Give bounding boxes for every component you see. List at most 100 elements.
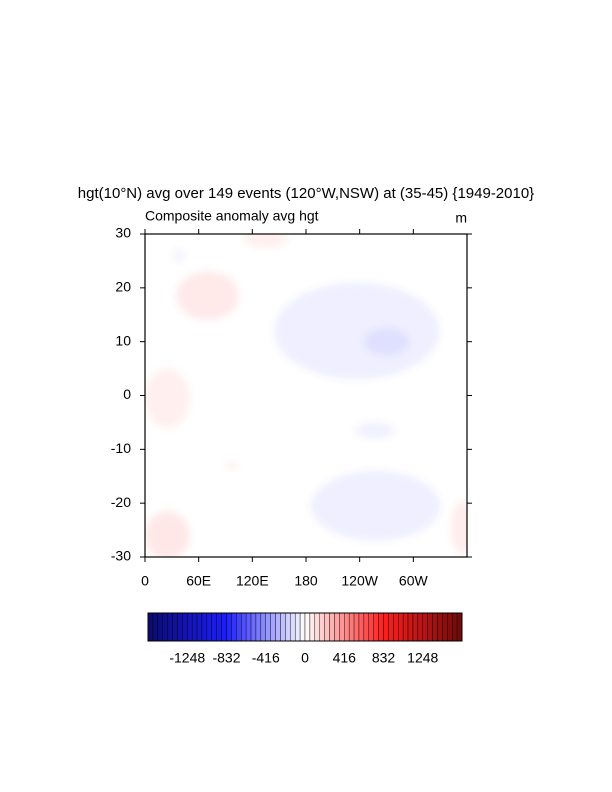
colorbar-box: [250, 612, 257, 642]
colorbar-box: [270, 612, 276, 642]
y-tick-label: 10: [115, 332, 131, 348]
colorbar-box: [290, 612, 296, 642]
colorbar-box: [319, 612, 325, 642]
subtitle-right: m: [455, 210, 467, 226]
colorbar-label: 416: [333, 650, 357, 666]
colorbar-box: [275, 612, 281, 642]
colorbar-box: [324, 612, 330, 642]
colorbar-label: 1248: [407, 650, 438, 666]
colorbar-box: [388, 612, 394, 642]
colorbar-box: [437, 612, 443, 642]
y-tick-label: -20: [111, 494, 131, 510]
colorbar-label: 0: [301, 650, 309, 666]
colorbar-box: [201, 612, 208, 642]
y-tick-label: -30: [111, 548, 131, 564]
colorbar-box: [294, 612, 301, 642]
colorbar-box: [456, 612, 463, 642]
colorbar-box: [191, 612, 198, 642]
colorbar-box: [236, 612, 242, 642]
colorbar-box: [221, 612, 227, 642]
anomaly-patch: [172, 248, 186, 263]
anomaly-patch: [243, 234, 289, 248]
colorbar-box: [167, 612, 173, 642]
anomaly-patch: [310, 470, 441, 541]
colorbar-box: [451, 612, 458, 642]
anomaly-patch: [145, 511, 190, 557]
colorbar-box: [358, 612, 365, 642]
colorbar-box: [255, 612, 262, 642]
anomaly-patch: [176, 271, 239, 321]
anomaly-patch: [145, 368, 190, 428]
colorbar-box: [329, 612, 335, 642]
anomaly-patch: [354, 422, 395, 439]
x-tick-label: 120W: [341, 573, 378, 589]
colorbar-box: [432, 612, 438, 642]
colorbar-box: [231, 612, 237, 642]
anomaly-patch: [225, 461, 239, 470]
colorbar-box: [241, 612, 247, 642]
colorbar-box: [147, 612, 154, 642]
colorbar-box: [407, 612, 414, 642]
colorbar-box: [417, 612, 423, 642]
colorbar-box: [245, 612, 252, 642]
colorbar-box: [196, 612, 203, 642]
colorbar-label: -832: [212, 650, 240, 666]
colorbar-box: [299, 612, 306, 642]
colorbar-box: [353, 612, 360, 642]
y-tick-label: -10: [111, 440, 131, 456]
colorbar-box: [339, 612, 345, 642]
y-tick-label: 20: [115, 279, 131, 295]
colorbar-box: [206, 612, 212, 642]
colorbar-box: [378, 612, 384, 642]
x-tick-label: 60E: [186, 573, 211, 589]
colorbar-box: [393, 612, 399, 642]
colorbar-box: [334, 612, 340, 642]
colorbar-box: [211, 612, 217, 642]
x-tick-label: 60W: [399, 573, 429, 589]
y-tick-label: 30: [115, 225, 131, 241]
colorbar-box: [368, 612, 374, 642]
colorbar-box: [398, 612, 404, 642]
field: [145, 234, 467, 557]
colorbar-box: [187, 612, 193, 642]
colorbar-box: [344, 612, 350, 642]
colorbar-box: [373, 612, 379, 642]
colorbar-box: [412, 612, 419, 642]
colorbar-box: [182, 612, 188, 642]
colorbar-box: [427, 612, 433, 642]
colorbar-label: 832: [372, 650, 396, 666]
colorbar-box: [309, 612, 316, 642]
colorbar-box: [260, 612, 266, 642]
y-tick-label: 0: [123, 386, 131, 402]
x-tick-label: 180: [294, 573, 318, 589]
colorbar-box: [285, 612, 291, 642]
colorbar-box: [402, 612, 409, 642]
colorbar-box: [348, 612, 355, 642]
colorbar-box: [157, 612, 163, 642]
colorbar-label: -1248: [169, 650, 205, 666]
colorbar-box: [152, 612, 159, 642]
colorbar-frame: [147, 612, 463, 642]
anomaly-patch: [451, 500, 467, 555]
colorbar-box: [363, 612, 369, 642]
colorbar-box: [422, 612, 428, 642]
chart-title: hgt(10°N) avg over 149 events (120°W,NSW…: [78, 185, 534, 202]
x-tick-label: 0: [141, 573, 149, 589]
colorbar-box: [265, 612, 271, 642]
colorbar-label: -416: [252, 650, 280, 666]
colorbar-box: [216, 612, 222, 642]
colorbar-box: [304, 612, 311, 642]
colorbar-box: [162, 612, 168, 642]
colorbar-box: [226, 612, 232, 642]
colorbar-box: [314, 612, 320, 642]
colorbar-box: [177, 612, 183, 642]
colorbar-box: [447, 612, 453, 642]
anomaly-patch: [274, 282, 440, 380]
x-tick-label: 120E: [236, 573, 269, 589]
subtitle-left: Composite anomaly avg hgt: [145, 208, 319, 224]
colorbar-box: [172, 612, 178, 642]
colorbar-box: [383, 612, 389, 642]
colorbar-box: [280, 612, 286, 642]
anomaly-patch: [364, 328, 409, 356]
